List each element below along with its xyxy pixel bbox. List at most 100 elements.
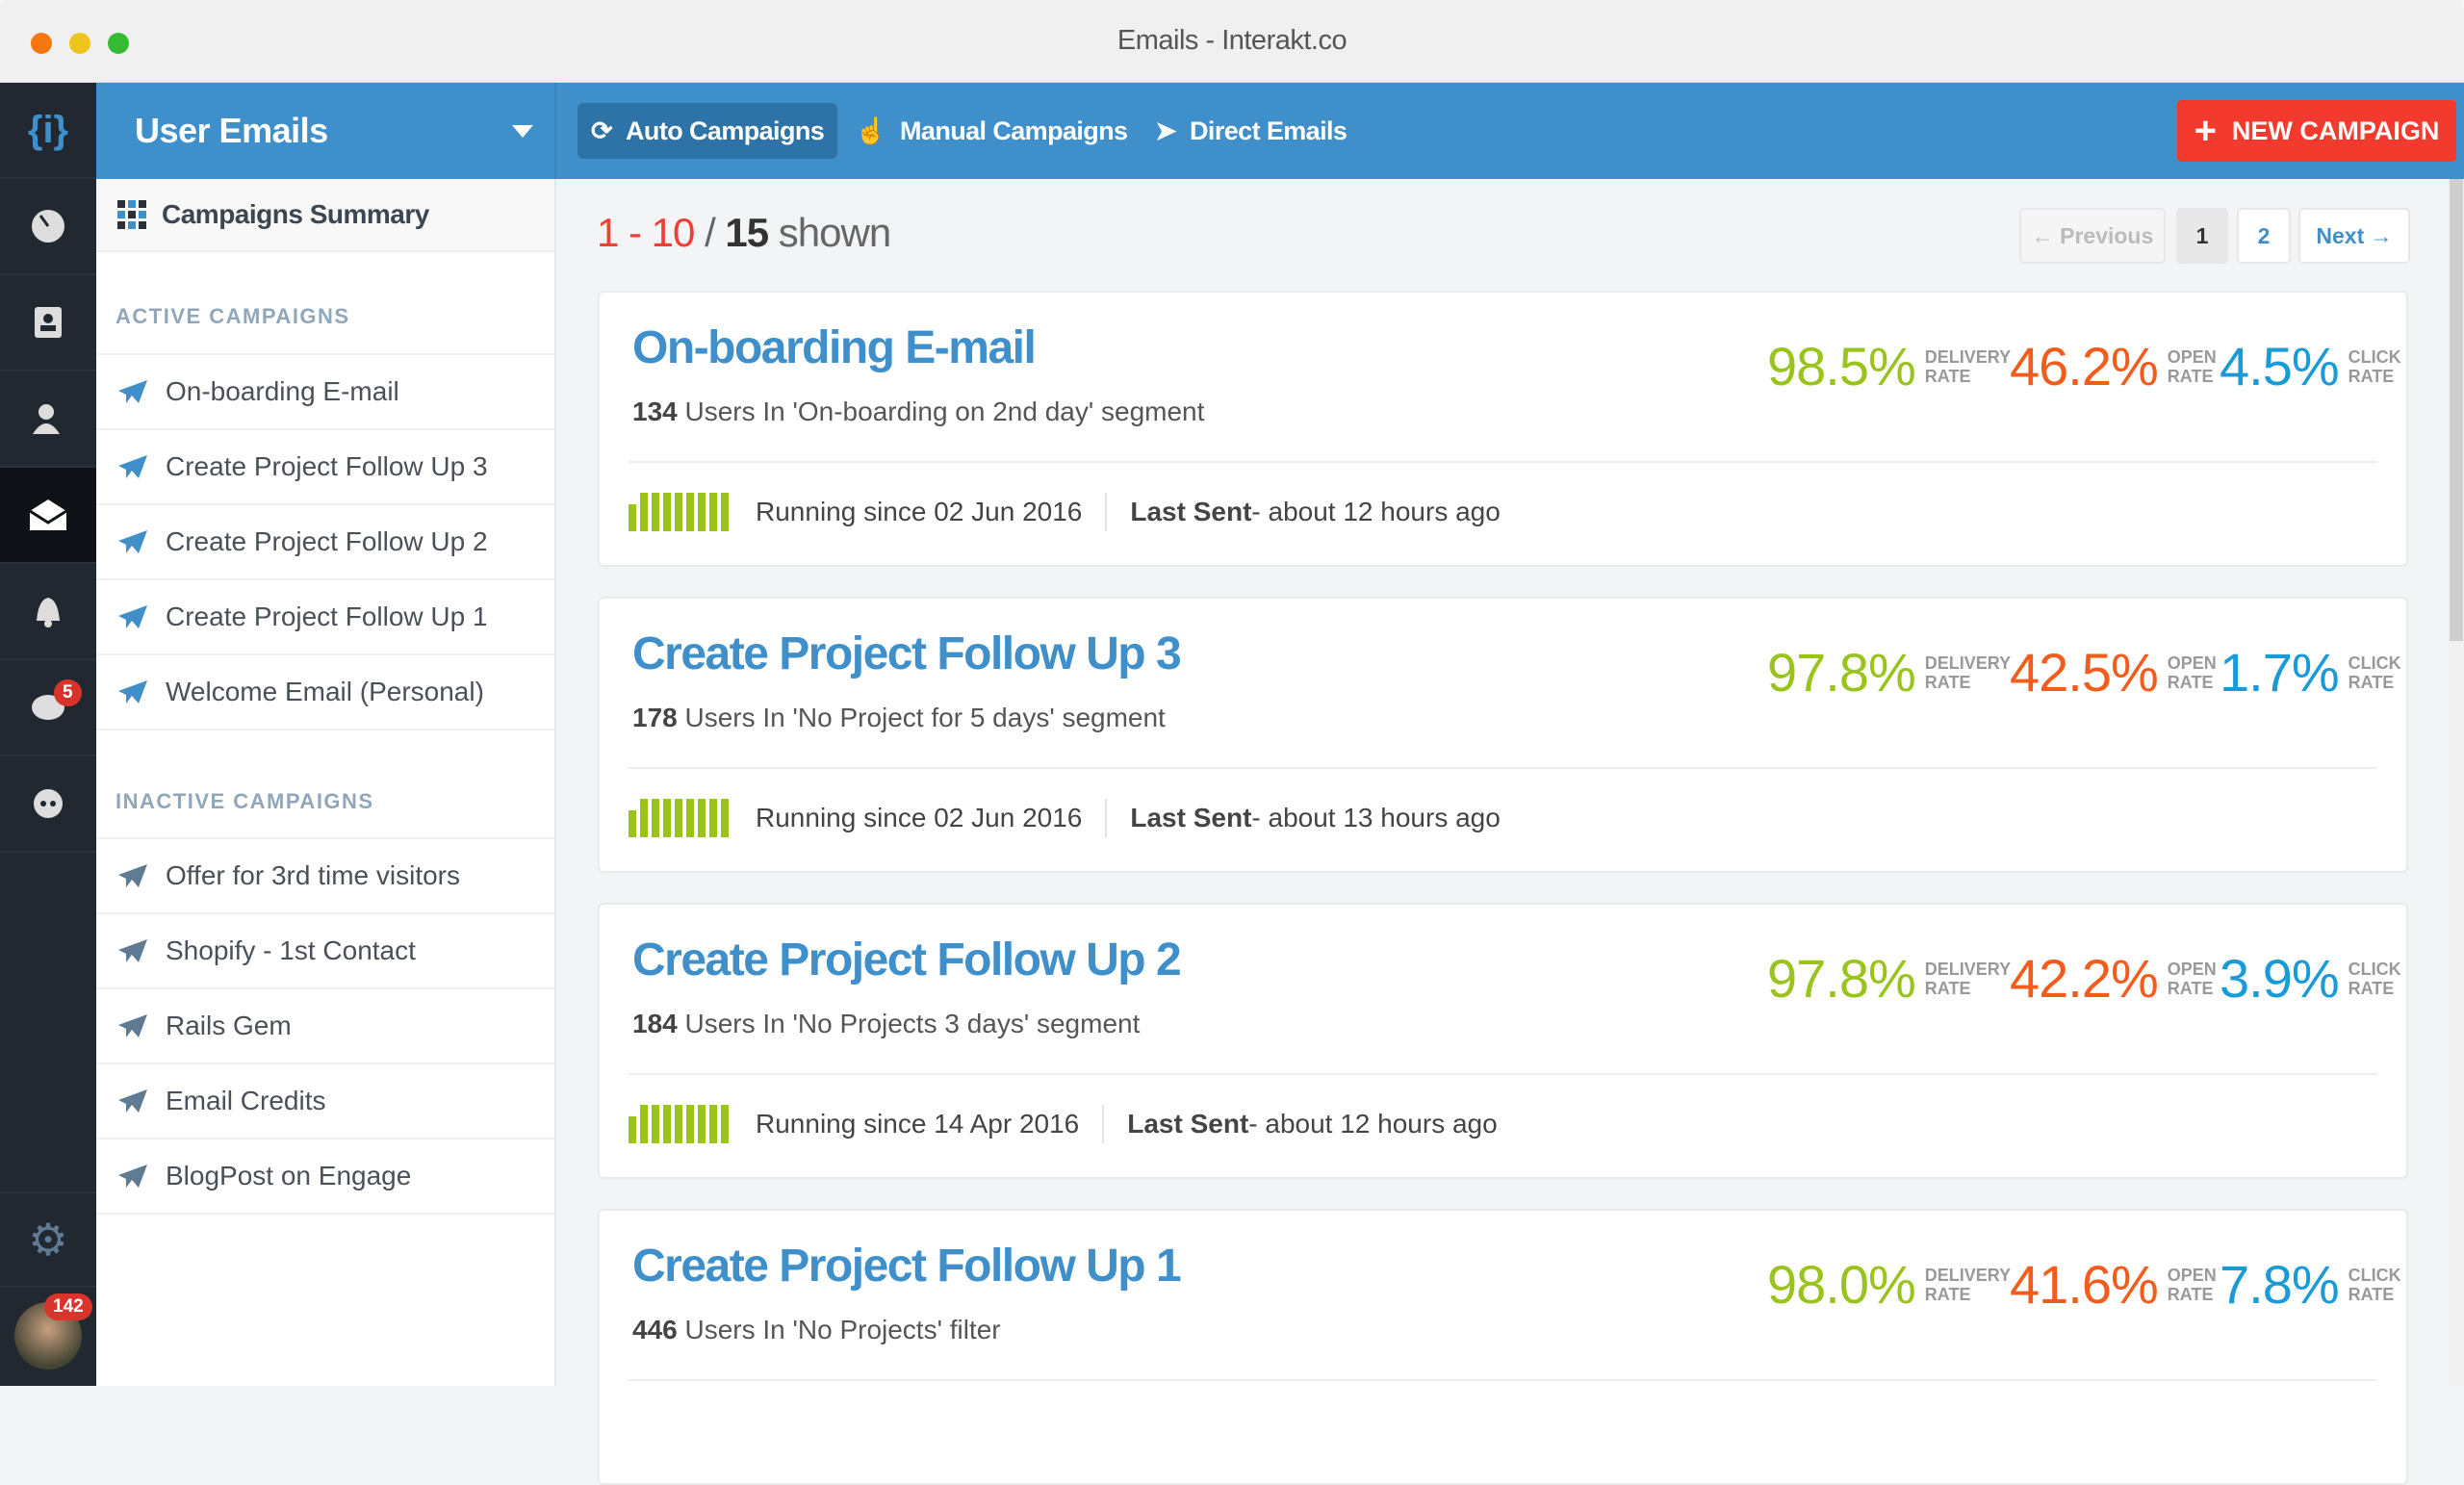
user-count: 446 <box>632 1315 678 1344</box>
minimize-window-button[interactable] <box>69 33 90 54</box>
paper-plane-icon <box>118 605 147 628</box>
app-switcher[interactable]: User Emails <box>96 83 556 179</box>
campaign-name: Offer for 3rd time visitors <box>166 860 461 890</box>
sidebar-item-inactive-campaign[interactable]: Offer for 3rd time visitors <box>96 837 554 912</box>
delivery-rate-label: DELIVERY RATE <box>1924 959 2012 998</box>
paper-plane-icon <box>118 1014 147 1037</box>
dashboard-icon[interactable] <box>0 179 96 275</box>
settings-icon[interactable]: ⚙ <box>0 1191 96 1288</box>
chat-icon[interactable]: 5 <box>0 660 96 756</box>
click-rate-value: 1.7% <box>2220 642 2340 703</box>
divider <box>629 1073 2377 1075</box>
logo[interactable]: {i} <box>0 83 96 179</box>
tab-label: Direct Emails <box>1190 115 1348 145</box>
activity-bars-icon <box>629 493 729 531</box>
page-1-button[interactable]: 1 <box>2176 208 2228 264</box>
close-window-button[interactable] <box>31 33 52 54</box>
open-rate-label: OPEN RATE <box>2167 346 2217 386</box>
logo-icon: {i} <box>27 108 69 151</box>
campaign-title[interactable]: Create Project Follow Up 2 <box>632 935 1182 986</box>
tab-auto-campaigns[interactable]: ⟳ Auto Campaigns <box>578 103 838 159</box>
chevron-down-icon <box>512 125 533 138</box>
sidebar-item-inactive-campaign[interactable]: Shopify - 1st Contact <box>96 912 554 987</box>
next-button[interactable]: Next → <box>2298 208 2410 264</box>
sidebar-item-inactive-campaign[interactable]: BlogPost on Engage <box>96 1138 554 1213</box>
campaign-card[interactable]: Create Project Follow Up 3 178 Users In … <box>598 597 2408 873</box>
paper-plane-icon <box>118 455 147 478</box>
scrollbar-thumb[interactable] <box>2450 179 2463 641</box>
click-rate-value: 7.8% <box>2220 1254 2340 1315</box>
new-campaign-button[interactable]: + NEW CAMPAIGN <box>2177 100 2456 162</box>
top-nav: User Emails ⟳ Auto Campaigns ☝ Manual Camp… <box>96 83 2464 179</box>
last-sent-value: - about 12 hours ago <box>1248 1109 1498 1139</box>
divider <box>629 767 2377 769</box>
click-rate-stat: 3.9% CLICK RATE <box>2220 947 2401 1010</box>
total: 15 <box>725 210 769 255</box>
sidebar-item-active-campaign[interactable]: Create Project Follow Up 1 <box>96 578 554 653</box>
paper-plane-icon <box>118 939 147 962</box>
sidebar-item-active-campaign[interactable]: Welcome Email (Personal) <box>96 653 554 729</box>
segment: Users In 'No Projects' filter <box>677 1315 1001 1344</box>
maximize-window-button[interactable] <box>108 33 129 54</box>
paper-plane-icon <box>118 1089 147 1113</box>
sidebar-item-inactive-campaign[interactable]: Rails Gem <box>96 987 554 1063</box>
email-icon[interactable] <box>0 468 96 564</box>
last-sent-value: - about 12 hours ago <box>1251 497 1501 526</box>
delivery-rate-label: DELIVERY RATE <box>1924 1265 2012 1304</box>
support-icon[interactable] <box>0 756 96 853</box>
users-icon[interactable] <box>0 371 96 468</box>
delivery-rate-label: DELIVERY RATE <box>1924 346 2012 386</box>
page-2-button[interactable]: 2 <box>2237 208 2291 264</box>
campaign-name: Rails Gem <box>166 1011 292 1040</box>
campaign-name: Email Credits <box>166 1086 326 1115</box>
window-title: Emails - Interakt.co <box>1116 25 1348 56</box>
active-campaigns-header: ACTIVE CAMPAIGNS <box>116 304 350 328</box>
divider <box>629 1379 2377 1381</box>
delivery-rate-stat: 97.8% DELIVERY RATE <box>1767 641 2011 704</box>
user-count: 134 <box>632 397 678 426</box>
app-name: User Emails <box>135 111 328 150</box>
notifications-icon[interactable] <box>0 564 96 660</box>
sidebar-item-active-campaign[interactable]: On-boarding E-mail <box>96 353 554 428</box>
paper-plane-icon <box>118 864 147 887</box>
contacts-icon[interactable] <box>0 275 96 371</box>
refresh-icon: ⟳ <box>591 115 613 145</box>
delivery-rate-value: 98.0% <box>1767 1254 1916 1315</box>
sidebar-item-active-campaign[interactable]: Create Project Follow Up 3 <box>96 428 554 503</box>
window-titlebar: Emails - Interakt.co <box>0 0 2464 83</box>
divider <box>96 729 554 730</box>
open-rate-stat: 42.5% OPEN RATE <box>2010 641 2217 704</box>
scrollbar[interactable] <box>2449 179 2464 1386</box>
sidebar-item-active-campaign[interactable]: Create Project Follow Up 2 <box>96 503 554 578</box>
delivery-rate-stat: 97.8% DELIVERY RATE <box>1767 947 2011 1010</box>
running-since: Running since 02 Jun 2016 <box>756 803 1083 832</box>
sidebar: Campaigns Summary ACTIVE CAMPAIGNS INACT… <box>96 179 556 1386</box>
inactive-campaigns-header: INACTIVE CAMPAIGNS <box>116 789 374 813</box>
last-sent-label: Last Sent <box>1127 1109 1249 1139</box>
campaign-title[interactable]: On-boarding E-mail <box>632 322 1037 373</box>
click-rate-value: 4.5% <box>2220 336 2340 397</box>
sidebar-item-campaigns-summary[interactable]: Campaigns Summary <box>96 179 554 252</box>
campaign-title[interactable]: Create Project Follow Up 3 <box>632 628 1182 679</box>
summary-label: Campaigns Summary <box>162 199 429 229</box>
delivery-rate-stat: 98.0% DELIVERY RATE <box>1767 1253 2011 1316</box>
user-count: 178 <box>632 703 678 732</box>
campaign-title[interactable]: Create Project Follow Up 1 <box>632 1241 1182 1292</box>
open-rate-label: OPEN RATE <box>2167 653 2217 692</box>
chat-badge: 5 <box>54 679 82 706</box>
avatar[interactable]: 142 <box>0 1288 96 1384</box>
last-sent-label: Last Sent <box>1130 803 1252 832</box>
divider <box>629 461 2377 463</box>
campaign-name: BlogPost on Engage <box>166 1161 412 1191</box>
campaign-card[interactable]: Create Project Follow Up 1 446 Users In … <box>598 1209 2408 1485</box>
tab-manual-campaigns[interactable]: ☝ Manual Campaigns <box>841 103 1141 159</box>
open-rate-value: 42.2% <box>2010 948 2159 1009</box>
sidebar-item-inactive-campaign[interactable]: Email Credits <box>96 1063 554 1138</box>
campaign-card[interactable]: On-boarding E-mail 134 Users In 'On-boar… <box>598 291 2408 567</box>
campaign-card[interactable]: Create Project Follow Up 2 184 Users In … <box>598 903 2408 1179</box>
delivery-rate-label: DELIVERY RATE <box>1924 653 2012 692</box>
click-rate-stat: 1.7% CLICK RATE <box>2220 641 2401 704</box>
paper-plane-icon <box>118 1165 147 1188</box>
previous-button[interactable]: ← Previous <box>2019 208 2166 264</box>
tab-direct-emails[interactable]: ➤ Direct Emails <box>1142 103 1360 159</box>
